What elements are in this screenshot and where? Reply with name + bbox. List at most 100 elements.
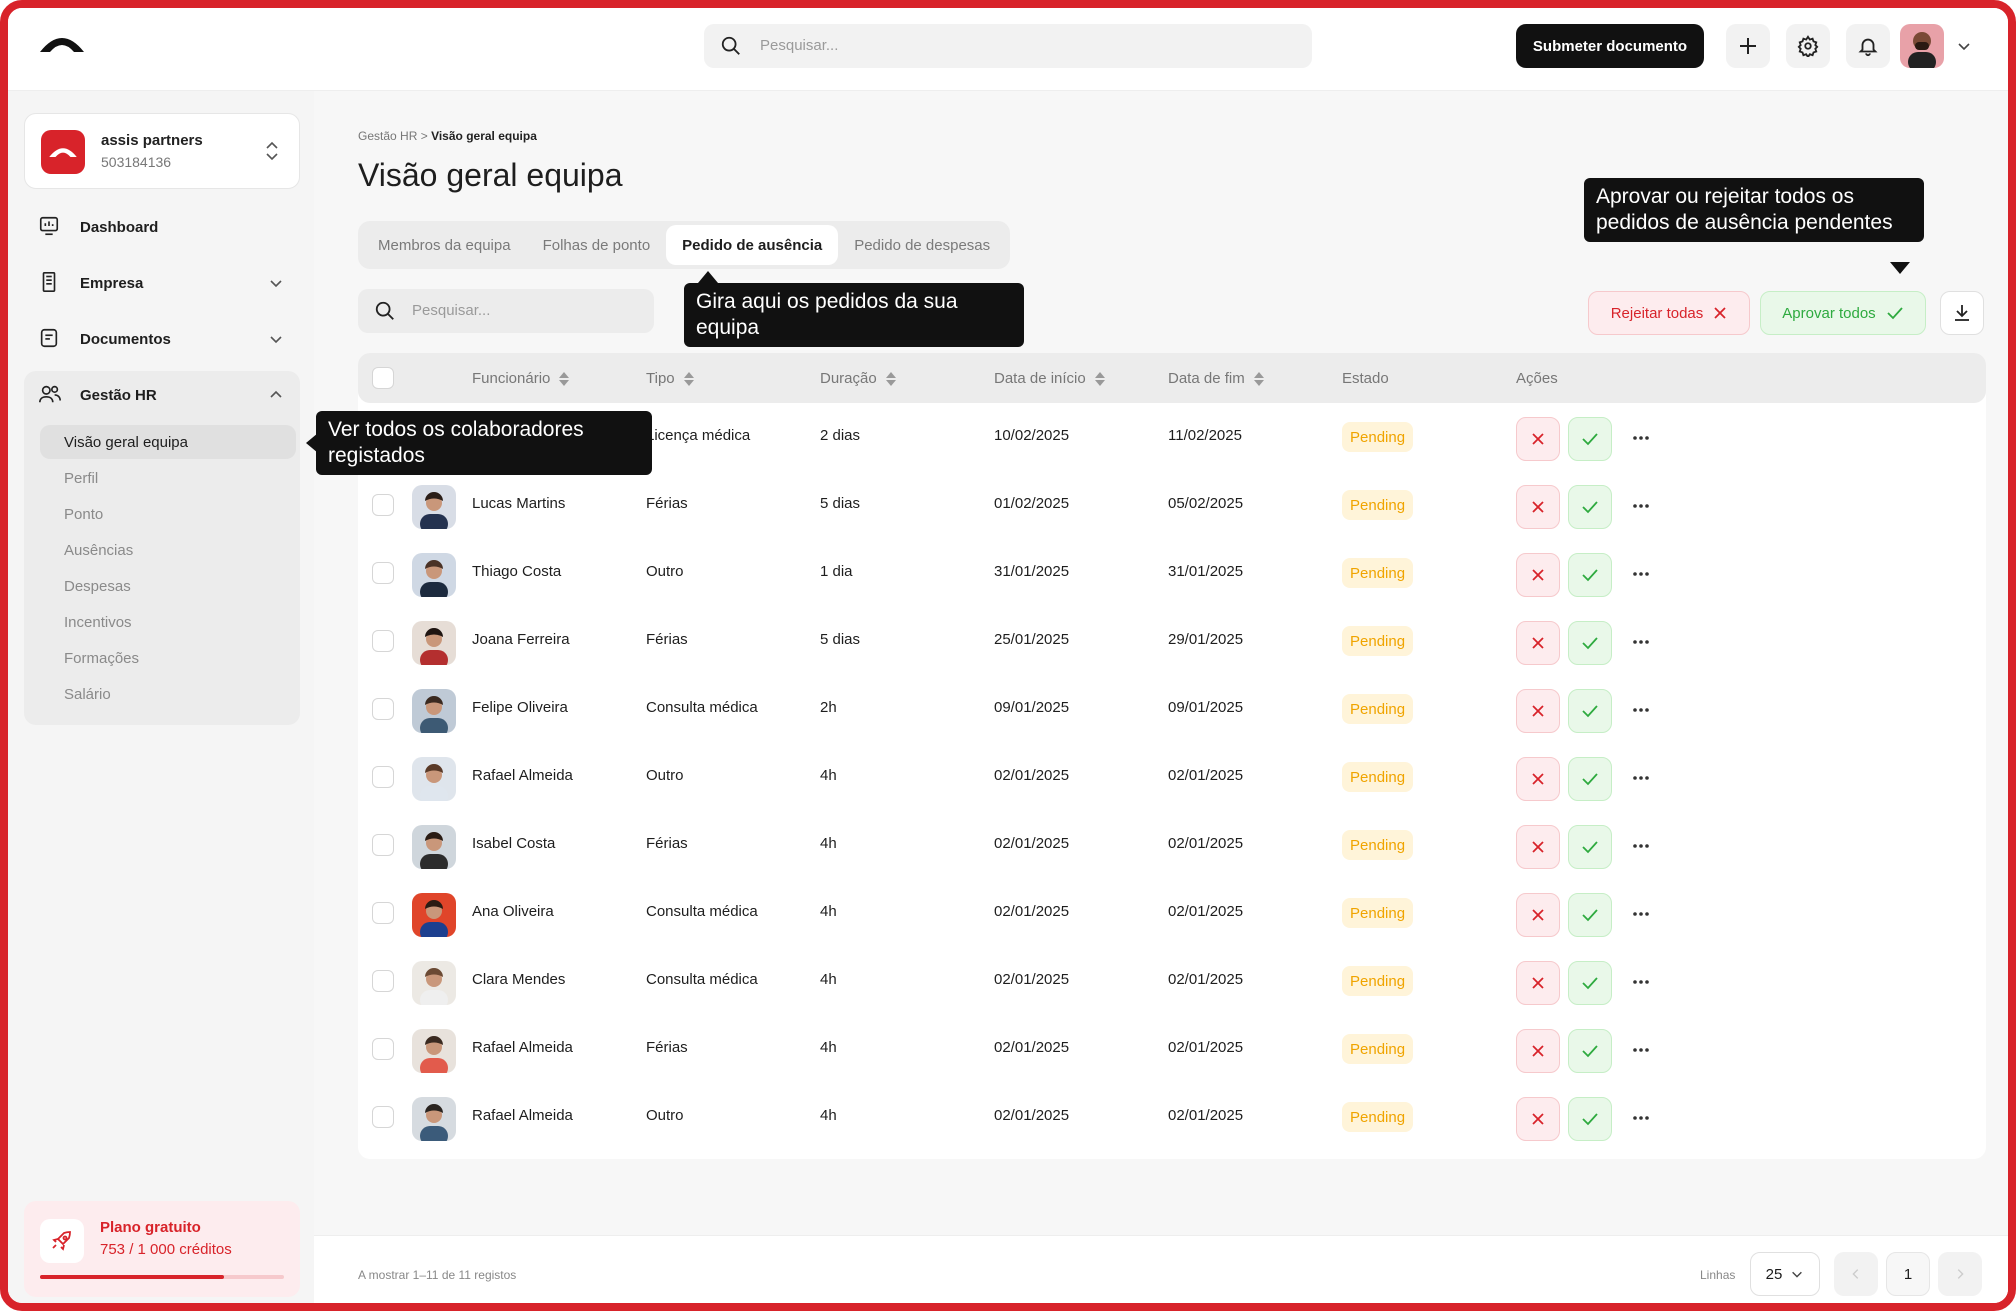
reject-button[interactable] — [1516, 553, 1560, 597]
sidebar-item-dashboard[interactable]: Dashboard — [24, 203, 300, 251]
table-row[interactable]: Licença médica 2 dias 10/02/2025 11/02/2… — [358, 403, 1986, 471]
sidebar-subitem-salario[interactable]: Salário — [64, 685, 111, 703]
approve-button[interactable] — [1568, 1097, 1612, 1141]
row-checkbox[interactable] — [372, 698, 394, 720]
sidebar-subitem-formacoes[interactable]: Formações — [64, 649, 140, 667]
chevron-down-icon[interactable] — [1956, 38, 1972, 54]
tab-folhas-ponto[interactable]: Folhas de ponto — [542, 236, 651, 254]
approve-button[interactable] — [1568, 553, 1612, 597]
plan-card[interactable]: Plano gratuito 753 / 1 000 créditos — [24, 1201, 300, 1297]
approve-button[interactable] — [1568, 417, 1612, 461]
table-row[interactable]: Rafael Almeida Outro 4h 02/01/2025 02/01… — [358, 1083, 1986, 1151]
more-horizontal-icon — [1633, 504, 1649, 508]
row-checkbox[interactable] — [372, 1038, 394, 1060]
table-row[interactable]: Lucas Martins Férias 5 dias 01/02/2025 0… — [358, 471, 1986, 539]
reject-button[interactable] — [1516, 621, 1560, 665]
more-options-button[interactable] — [1628, 697, 1654, 723]
table-row[interactable]: Rafael Almeida Férias 4h 02/01/2025 02/0… — [358, 1015, 1986, 1083]
credits-progress-fill — [40, 1275, 224, 1279]
approve-button[interactable] — [1568, 757, 1612, 801]
tab-membros-equipa[interactable]: Membros da equipa — [378, 236, 511, 254]
more-options-button[interactable] — [1628, 833, 1654, 859]
table-row[interactable]: Clara Mendes Consulta médica 4h 02/01/20… — [358, 947, 1986, 1015]
settings-button[interactable] — [1786, 24, 1830, 68]
row-checkbox[interactable] — [372, 902, 394, 924]
table-row[interactable]: Rafael Almeida Outro 4h 02/01/2025 02/01… — [358, 743, 1986, 811]
reject-button[interactable] — [1516, 1029, 1560, 1073]
approve-button[interactable] — [1568, 689, 1612, 733]
more-options-button[interactable] — [1628, 901, 1654, 927]
table-search-input[interactable]: Pesquisar... — [358, 289, 654, 333]
user-avatar[interactable] — [1900, 24, 1944, 68]
brand-logo[interactable] — [38, 30, 86, 70]
table-row[interactable]: Thiago Costa Outro 1 dia 31/01/2025 31/0… — [358, 539, 1986, 607]
approve-button[interactable] — [1568, 893, 1612, 937]
page-button[interactable]: 1 — [1886, 1252, 1930, 1296]
row-checkbox[interactable] — [372, 494, 394, 516]
more-options-button[interactable] — [1628, 1105, 1654, 1131]
more-options-button[interactable] — [1628, 969, 1654, 995]
row-checkbox[interactable] — [372, 1106, 394, 1128]
approve-button[interactable] — [1568, 961, 1612, 1005]
sidebar-item-documentos[interactable]: Documentos — [24, 315, 300, 363]
select-all-checkbox[interactable] — [372, 367, 394, 389]
reject-button[interactable] — [1516, 689, 1560, 733]
row-checkbox[interactable] — [372, 970, 394, 992]
approve-button[interactable] — [1568, 1029, 1612, 1073]
sidebar-item-gestao-hr[interactable]: Gestão HR — [24, 371, 300, 419]
reject-button[interactable] — [1516, 417, 1560, 461]
start-date: 31/01/2025 — [994, 563, 1070, 580]
table-row[interactable]: Joana Ferreira Férias 5 dias 25/01/2025 … — [358, 607, 1986, 675]
reject-button[interactable] — [1516, 1097, 1560, 1141]
reject-all-button[interactable]: Rejeitar todas — [1588, 291, 1750, 335]
more-options-button[interactable] — [1628, 1037, 1654, 1063]
column-header-tipo[interactable]: Tipo — [646, 370, 695, 387]
column-header-data-inicio[interactable]: Data de início — [994, 370, 1106, 387]
more-options-button[interactable] — [1628, 425, 1654, 451]
prev-page-button[interactable] — [1834, 1252, 1878, 1296]
company-switcher[interactable]: assis partners 503184136 — [24, 113, 300, 189]
more-options-button[interactable] — [1628, 493, 1654, 519]
row-checkbox[interactable] — [372, 630, 394, 652]
reject-button[interactable] — [1516, 757, 1560, 801]
more-options-button[interactable] — [1628, 765, 1654, 791]
sidebar-subitem-incentivos[interactable]: Incentivos — [64, 613, 132, 631]
sidebar-subitem-visao-geral-equipa[interactable]: Visão geral equipa — [40, 425, 296, 459]
add-button[interactable] — [1726, 24, 1770, 68]
column-header-funcionario[interactable]: Funcionário — [472, 370, 570, 387]
column-header-data-fim[interactable]: Data de fim — [1168, 370, 1265, 387]
sidebar-subitem-perfil[interactable]: Perfil — [64, 469, 99, 487]
reject-button[interactable] — [1516, 485, 1560, 529]
sidebar-subitem-ponto[interactable]: Ponto — [64, 505, 104, 523]
notifications-button[interactable] — [1846, 24, 1890, 68]
table-row[interactable]: Isabel Costa Férias 4h 02/01/2025 02/01/… — [358, 811, 1986, 879]
more-options-button[interactable] — [1628, 561, 1654, 587]
download-button[interactable] — [1940, 291, 1984, 335]
global-search-input[interactable]: Pesquisar... — [704, 24, 1312, 68]
breadcrumb-parent[interactable]: Gestão HR — [358, 129, 418, 143]
reject-button[interactable] — [1516, 825, 1560, 869]
submit-document-button[interactable]: Submeter documento — [1516, 24, 1704, 68]
sidebar-subitem-despesas[interactable]: Despesas — [64, 577, 131, 595]
row-checkbox[interactable] — [372, 766, 394, 788]
tab-pedido-despesas[interactable]: Pedido de despesas — [854, 236, 991, 254]
approve-button[interactable] — [1568, 485, 1612, 529]
table-row[interactable]: Felipe Oliveira Consulta médica 2h 09/01… — [358, 675, 1986, 743]
row-checkbox[interactable] — [372, 562, 394, 584]
more-options-button[interactable] — [1628, 629, 1654, 655]
row-checkbox[interactable] — [372, 834, 394, 856]
document-icon — [40, 328, 58, 348]
sidebar-subitem-ausencias[interactable]: Ausências — [64, 541, 134, 559]
reject-button[interactable] — [1516, 961, 1560, 1005]
approve-all-button[interactable]: Aprovar todos — [1760, 291, 1926, 335]
next-page-button[interactable] — [1938, 1252, 1982, 1296]
tab-pedido-ausencia[interactable]: Pedido de ausência — [666, 225, 839, 265]
approve-button[interactable] — [1568, 621, 1612, 665]
table-row[interactable]: Ana Oliveira Consulta médica 4h 02/01/20… — [358, 879, 1986, 947]
reject-button[interactable] — [1516, 893, 1560, 937]
approve-button[interactable] — [1568, 825, 1612, 869]
column-header-duracao[interactable]: Duração — [820, 370, 897, 387]
sidebar-item-empresa[interactable]: Empresa — [24, 259, 300, 307]
rows-per-page-select[interactable]: 25 — [1750, 1252, 1820, 1296]
check-icon — [1582, 977, 1598, 990]
